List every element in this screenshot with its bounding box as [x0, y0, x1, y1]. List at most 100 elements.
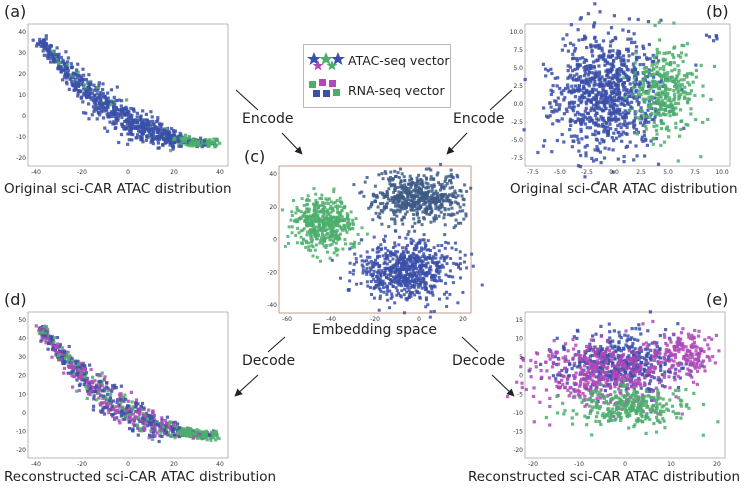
- scatter-point: [122, 411, 126, 415]
- scatter-point: [460, 194, 464, 198]
- scatter-point: [654, 137, 658, 141]
- scatter-point: [114, 409, 118, 413]
- scatter-point: [101, 87, 105, 92]
- scatter-point: [393, 280, 397, 284]
- scatter-point: [456, 221, 460, 225]
- scatter-point: [70, 370, 74, 374]
- scatter-point: [176, 430, 180, 434]
- scatter-point: [207, 144, 211, 148]
- scatter-point: [634, 88, 638, 92]
- scatter-point: [397, 261, 401, 265]
- scatter-point: [600, 137, 604, 142]
- y-tick-label: -20: [267, 269, 277, 276]
- scatter-point: [304, 245, 308, 249]
- scatter-point: [432, 219, 436, 223]
- scatter-point: [443, 233, 447, 237]
- scatter-point: [595, 145, 599, 149]
- scatter-point: [408, 255, 412, 259]
- scatter-point: [320, 230, 324, 234]
- scatter-point: [407, 182, 410, 186]
- scatter-point: [381, 210, 385, 214]
- scatter-point: [627, 121, 631, 125]
- scatter-point: [156, 125, 160, 129]
- scatter-point: [451, 275, 455, 279]
- scatter-point: [321, 233, 324, 237]
- scatter-point: [606, 133, 611, 137]
- scatter-point: [607, 112, 611, 116]
- scatter-point: [677, 97, 681, 101]
- scatter-point: [93, 379, 97, 383]
- scatter-point: [648, 57, 652, 61]
- scatter-point: [444, 175, 448, 179]
- scatter-point: [313, 248, 317, 252]
- scatter-point: [413, 293, 417, 297]
- scatter-point: [376, 256, 379, 260]
- scatter-point: [373, 261, 377, 265]
- scatter-point: [142, 413, 146, 417]
- scatter-point: [643, 111, 647, 116]
- scatter-point: [115, 107, 119, 112]
- y-tick-label: -2.5: [511, 119, 523, 126]
- scatter-point: [125, 98, 129, 102]
- scatter-point: [600, 75, 604, 79]
- scatter-point: [415, 213, 419, 217]
- scatter-point: [64, 70, 68, 74]
- scatter-point: [587, 71, 591, 75]
- scatter-point: [556, 96, 560, 100]
- scatter-point: [443, 292, 446, 296]
- scatter-point: [119, 413, 124, 417]
- scatter-point: [388, 260, 392, 263]
- scatter-point: [395, 255, 399, 259]
- scatter-point: [643, 98, 647, 103]
- scatter-point: [398, 258, 402, 262]
- scatter-point: [637, 95, 642, 99]
- scatter-point: [634, 55, 639, 59]
- scatter-point: [381, 254, 385, 258]
- scatter-point: [161, 143, 165, 147]
- scatter-point: [622, 88, 626, 92]
- scatter-point: [593, 133, 597, 137]
- scatter-point: [81, 100, 85, 104]
- y-tick-label: -5.0: [511, 137, 523, 144]
- scatter-point: [406, 193, 410, 197]
- scatter-point: [605, 83, 609, 87]
- scatter-point: [452, 212, 456, 216]
- scatter-point: [393, 301, 397, 305]
- scatter-point: [411, 200, 415, 203]
- scatter-point: [116, 114, 121, 118]
- scatter-point: [131, 405, 135, 409]
- scatter-point: [202, 435, 206, 439]
- scatter-point: [290, 225, 294, 229]
- y-tick-label: 5.0: [513, 65, 523, 72]
- scatter-point: [71, 72, 75, 76]
- scatter-point: [367, 261, 371, 265]
- scatter-point: [92, 101, 96, 105]
- scatter-point: [578, 17, 582, 21]
- scatter-point: [701, 120, 705, 125]
- scatter-point: [184, 133, 188, 137]
- scatter-point: [603, 63, 607, 67]
- scatter-point: [637, 376, 641, 380]
- scatter-point: [597, 74, 601, 79]
- scatter-point: [465, 266, 469, 270]
- scatter-point: [370, 293, 373, 296]
- scatter-point: [671, 53, 675, 57]
- scatter-point: [599, 100, 603, 104]
- scatter-point: [136, 126, 140, 131]
- scatter-point: [406, 286, 410, 290]
- scatter-point: [84, 90, 88, 94]
- scatter-point: [347, 226, 350, 229]
- scatter-point: [185, 430, 189, 434]
- scatter-point: [643, 76, 647, 80]
- scatter-point: [623, 99, 627, 103]
- scatter-point: [86, 389, 90, 393]
- scatter-point: [314, 198, 318, 202]
- scatter-point: [406, 273, 409, 276]
- scatter-point: [377, 269, 381, 273]
- scatter-point: [110, 111, 114, 115]
- scatter-point: [614, 37, 618, 41]
- scatter-point: [434, 269, 438, 273]
- scatter-point: [575, 88, 579, 92]
- scatter-point: [380, 282, 384, 286]
- scatter-point: [321, 203, 325, 207]
